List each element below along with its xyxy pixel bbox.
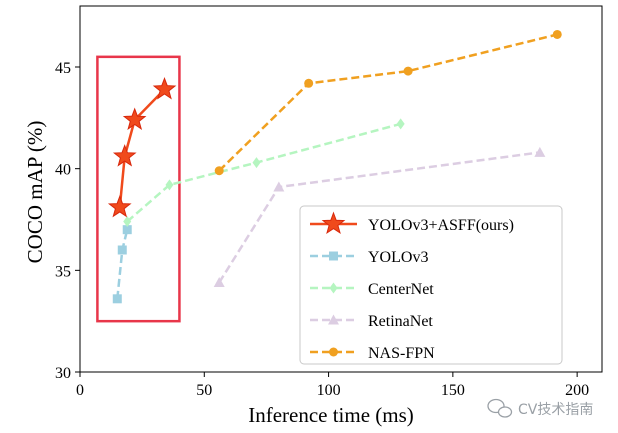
legend-label: NAS-FPN	[368, 345, 435, 362]
data-point	[213, 277, 225, 288]
legend-item: YOLOv3+ASFF(ours)	[310, 211, 514, 235]
legend-frame	[299, 205, 563, 365]
legend-marker	[329, 251, 338, 261]
y-tick-label: 35	[55, 263, 71, 280]
x-tick-label: 150	[441, 382, 465, 399]
series-yolov3-asff-ours	[107, 76, 177, 218]
legend: YOLOv3+ASFF(ours) YOLOv3 CenterNet RetinaNe…	[299, 205, 563, 365]
x-tick-label: 100	[317, 382, 341, 399]
legend-marker	[321, 211, 346, 235]
axes	[79, 5, 603, 373]
legend-marker	[329, 282, 338, 294]
data-point	[403, 66, 413, 76]
ticks-layer: 0 50 100 150 200 30 35 40 45	[55, 60, 589, 399]
legend-item: RetinaNet	[310, 313, 433, 330]
data-point	[534, 146, 546, 157]
data-point	[152, 76, 177, 100]
legend-label: CenterNet	[368, 281, 434, 298]
series-line	[218, 33, 558, 172]
data-point	[252, 157, 261, 169]
data-point	[552, 29, 562, 39]
highlight-box	[96, 55, 181, 323]
data-point	[396, 118, 405, 130]
series-centernet	[123, 118, 405, 228]
legend-item: CenterNet	[310, 281, 434, 298]
data-point	[112, 144, 137, 167]
watermark-text: CV技术指南	[518, 402, 593, 418]
plot-frame	[79, 5, 603, 373]
data-point	[107, 194, 132, 218]
data-point	[117, 245, 127, 255]
y-tick-label: 40	[55, 162, 71, 179]
legend-item: NAS-FPN	[310, 345, 435, 362]
series-yolov3	[112, 225, 132, 304]
watermark: CV技术指南	[487, 398, 593, 418]
legend-label: YOLOv3	[368, 249, 428, 266]
data-point	[123, 216, 132, 228]
x-tick-label: 50	[196, 382, 212, 399]
highlight-box-layer	[96, 55, 181, 323]
legend-marker	[328, 314, 339, 325]
x-tick-label: 200	[565, 382, 589, 399]
legend-marker	[329, 347, 338, 357]
data-point	[304, 78, 314, 88]
y-axis-label: COCO mAP (%)	[23, 121, 47, 264]
data-point	[112, 294, 122, 304]
wechat-icon	[487, 398, 513, 418]
data-point	[122, 225, 132, 235]
data-point	[273, 181, 285, 192]
series-retinanet	[213, 146, 546, 288]
series-layer	[107, 29, 562, 304]
legend-label: YOLOv3+ASFF(ours)	[368, 217, 514, 234]
y-tick-label: 45	[55, 60, 71, 77]
y-tick-label: 30	[55, 365, 71, 382]
series-line	[116, 229, 129, 299]
data-point	[122, 107, 147, 130]
series-line	[118, 88, 166, 208]
series-line	[126, 122, 402, 223]
data-point	[165, 179, 174, 191]
series-nas-fpn	[214, 29, 562, 176]
x-tick-label: 0	[76, 382, 84, 399]
x-axis-label: Inference time (ms)	[248, 403, 414, 427]
legend-item: YOLOv3	[310, 249, 428, 266]
legend-label: RetinaNet	[368, 313, 433, 330]
data-point	[214, 166, 224, 176]
